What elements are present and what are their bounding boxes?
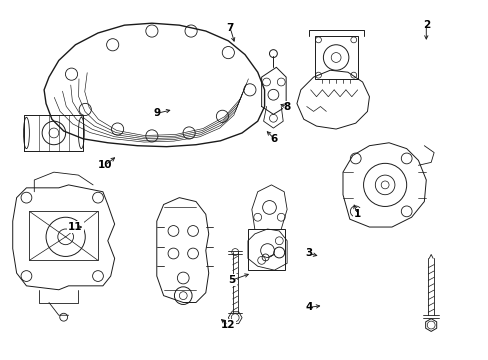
Text: 2: 2	[422, 20, 429, 30]
Text: 10: 10	[98, 160, 112, 170]
Text: 9: 9	[153, 108, 160, 118]
Text: 4: 4	[305, 302, 312, 312]
Text: 5: 5	[228, 275, 235, 285]
Text: 12: 12	[221, 320, 235, 330]
Text: 1: 1	[353, 209, 361, 219]
Text: 6: 6	[270, 134, 278, 144]
Text: 7: 7	[226, 23, 233, 33]
Text: 11: 11	[68, 222, 82, 232]
Text: 8: 8	[283, 102, 290, 112]
Text: 3: 3	[305, 248, 312, 258]
